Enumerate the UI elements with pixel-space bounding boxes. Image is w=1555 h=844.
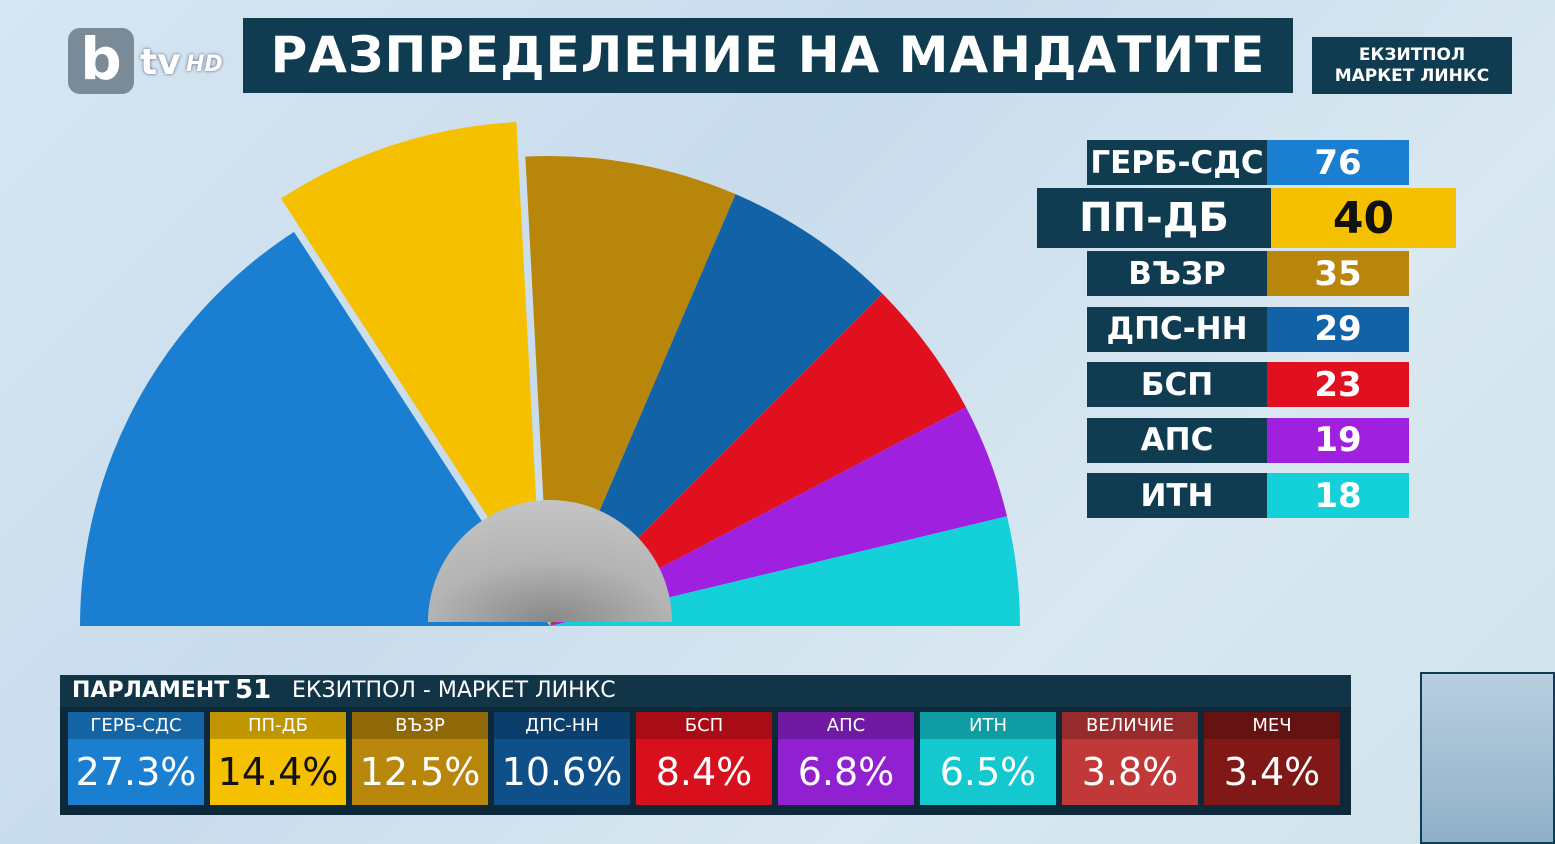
seat-wedge bbox=[550, 293, 966, 626]
ticker-label: ПАРЛАМЕНТ bbox=[72, 678, 230, 703]
seat-wedge bbox=[550, 407, 1008, 626]
party-name: ПП-ДБ bbox=[1037, 188, 1271, 248]
logo: b tv HD bbox=[68, 28, 238, 94]
ticker-item: ВЕЛИЧИЕ 3.8% bbox=[1062, 712, 1198, 805]
seat-count: 35 bbox=[1267, 251, 1409, 296]
ticker: ПАРЛАМЕНТ 51 ЕКЗИТПОЛ - МАРКЕТ ЛИНКС ГЕР… bbox=[60, 675, 1351, 815]
ticker-item: ДПС-НН 10.6% bbox=[494, 712, 630, 805]
ticker-share: 6.5% bbox=[939, 750, 1037, 794]
ticker-share: 14.4% bbox=[217, 750, 339, 794]
seat-count: 19 bbox=[1267, 417, 1409, 463]
ticker-party: МЕЧ bbox=[1204, 712, 1340, 739]
ticker-number: 51 bbox=[235, 675, 272, 705]
logo-b: b bbox=[68, 28, 134, 94]
ticker-share: 10.6% bbox=[501, 750, 623, 794]
seat-row: ИТН 18 bbox=[1087, 473, 1409, 518]
seat-row: АПС 19 bbox=[1087, 417, 1409, 463]
ticker-item: АПС 6.8% bbox=[778, 712, 914, 805]
badge: ЕКЗИТПОЛ МАРКЕТ ЛИНКС bbox=[1312, 37, 1512, 94]
ticker-share: 3.8% bbox=[1081, 750, 1179, 794]
ticker-share: 8.4% bbox=[655, 750, 753, 794]
logo-hd: HD bbox=[186, 52, 223, 77]
ticker-share: 6.8% bbox=[797, 750, 895, 794]
party-name: ГЕРБ-СДС bbox=[1087, 140, 1267, 185]
seat-row: ДПС-НН 29 bbox=[1087, 306, 1409, 352]
ticker-item: БСП 8.4% bbox=[636, 712, 772, 805]
ticker-item: МЕЧ 3.4% bbox=[1204, 712, 1340, 805]
badge-line: МАРКЕТ ЛИНКС bbox=[1334, 66, 1490, 86]
ticker-share: 27.3% bbox=[75, 750, 197, 794]
ticker-item: ПП-ДБ 14.4% bbox=[210, 712, 346, 805]
ticker-party: ДПС-НН bbox=[494, 712, 630, 739]
party-name: ВЪЗР bbox=[1087, 251, 1267, 296]
seat-wedge bbox=[550, 194, 883, 626]
badge-line: ЕКЗИТПОЛ bbox=[1358, 45, 1466, 65]
ticker-header: ПАРЛАМЕНТ 51 ЕКЗИТПОЛ - МАРКЕТ ЛИНКС bbox=[60, 675, 1351, 707]
ticker-party: АПС bbox=[778, 712, 914, 739]
party-name: ИТН bbox=[1087, 473, 1267, 518]
ticker-share: 3.4% bbox=[1223, 750, 1321, 794]
ticker-item: ИТН 6.5% bbox=[920, 712, 1056, 805]
ticker-source: ЕКЗИТПОЛ - МАРКЕТ ЛИНКС bbox=[292, 678, 616, 703]
seat-row: ГЕРБ-СДС 76 bbox=[1087, 140, 1409, 185]
party-name: АПС bbox=[1087, 417, 1267, 463]
seat-count: 18 bbox=[1267, 473, 1409, 518]
ticker-party: ИТН bbox=[920, 712, 1056, 739]
ticker-party: ГЕРБ-СДС bbox=[68, 712, 204, 739]
ticker-item: ВЪЗР 12.5% bbox=[352, 712, 488, 805]
ticker-party: ВЕЛИЧИЕ bbox=[1062, 712, 1198, 739]
interpreter-video bbox=[1420, 672, 1555, 844]
ticker-share: 12.5% bbox=[359, 750, 481, 794]
seat-wedge bbox=[281, 122, 542, 600]
ticker-party: БСП bbox=[636, 712, 772, 739]
party-name: ДПС-НН bbox=[1087, 306, 1267, 352]
ticker-item: ГЕРБ-СДС 27.3% bbox=[68, 712, 204, 805]
seat-row: БСП 23 bbox=[1087, 362, 1409, 407]
seat-row: ВЪЗР 35 bbox=[1087, 251, 1409, 296]
seat-count: 29 bbox=[1267, 306, 1409, 352]
seat-row: ПП-ДБ 40 bbox=[1037, 188, 1456, 248]
chart bbox=[80, 122, 1020, 626]
hub bbox=[428, 500, 672, 622]
seat-count: 76 bbox=[1267, 140, 1409, 185]
seat-wedge bbox=[80, 231, 550, 626]
ticker-party: ПП-ДБ bbox=[210, 712, 346, 739]
ticker-party: ВЪЗР bbox=[352, 712, 488, 739]
party-name: БСП bbox=[1087, 362, 1267, 407]
seat-count: 40 bbox=[1271, 188, 1456, 248]
title: РАЗПРЕДЕЛЕНИЕ НА МАНДАТИТЕ bbox=[243, 18, 1293, 93]
logo-tv: tv bbox=[140, 42, 181, 83]
seat-count: 23 bbox=[1267, 362, 1409, 407]
